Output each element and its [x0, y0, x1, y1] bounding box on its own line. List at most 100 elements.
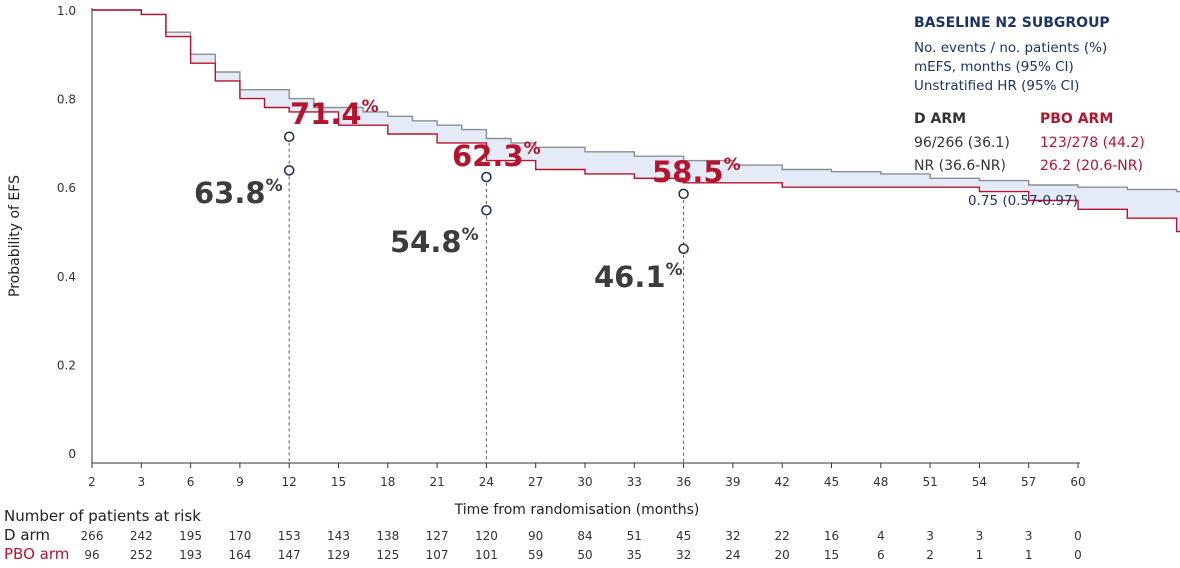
- risk-cell: 3: [1025, 529, 1033, 543]
- landmark-value-label: 46.1%: [594, 260, 683, 294]
- pbo-arm-curve: [92, 9, 1180, 233]
- percent-sign: %: [462, 225, 479, 245]
- risk-cell: 242: [130, 529, 153, 543]
- d-arm-curve: [92, 9, 1180, 193]
- risk-cell: 15: [824, 548, 839, 562]
- risk-cell: 138: [376, 529, 399, 543]
- landmark-annotations: 71.4% 63.8% 62.3% 54.8% 58.5% 46.1%: [194, 97, 741, 463]
- risk-cell: 170: [228, 529, 251, 543]
- landmark-value-label: 58.5%: [652, 155, 741, 189]
- x-tick-label: 36: [676, 475, 691, 489]
- hazard-ratio: 0.75 (0.57-0.97): [968, 193, 1078, 209]
- risk-cell: 195: [179, 529, 202, 543]
- y-tick-label: 0.2: [57, 358, 76, 372]
- x-tick-label: 48: [873, 475, 888, 489]
- percent-sign: %: [666, 260, 683, 280]
- risk-cell: 164: [228, 548, 251, 562]
- landmark-marker: [481, 204, 492, 216]
- risk-cell: 50: [577, 548, 592, 562]
- risk-cell: 22: [775, 529, 790, 543]
- risk-cell: 1: [1025, 548, 1033, 562]
- risk-cell: 1: [976, 548, 984, 562]
- risk-table-header: Number of patients at risk: [4, 507, 201, 525]
- x-tick-label: 57: [1021, 475, 1036, 489]
- x-tick-label: 33: [627, 475, 642, 489]
- x-tick-label: 42: [775, 475, 790, 489]
- landmark-marker: [481, 171, 492, 183]
- landmark-value-label: 71.4%: [290, 97, 379, 131]
- risk-cell: 143: [327, 529, 350, 543]
- risk-cell: 147: [278, 548, 301, 562]
- risk-cell: 120: [475, 529, 498, 543]
- risk-cell: 0: [1074, 529, 1082, 543]
- risk-cell: 45: [676, 529, 691, 543]
- risk-cell: 3: [926, 529, 934, 543]
- legend-line-2: mEFS, months (95% CI): [914, 59, 1074, 75]
- x-tick-label: 15: [331, 475, 346, 489]
- risk-cell: 153: [278, 529, 301, 543]
- pbo-arm-events: 123/278 (44.2): [1040, 135, 1145, 151]
- risk-row-label: PBO arm: [4, 545, 69, 563]
- d-arm-header: D ARM: [914, 111, 966, 127]
- x-tick-label: 18: [380, 475, 395, 489]
- x-tick-label: 39: [725, 475, 740, 489]
- risk-cell: 51: [627, 529, 642, 543]
- risk-cell: 59: [528, 548, 543, 562]
- risk-cell: 0: [1074, 548, 1082, 562]
- x-tick-label: 30: [577, 475, 592, 489]
- risk-cell: 4: [877, 529, 885, 543]
- landmark-marker: [678, 188, 689, 200]
- risk-cell: 129: [327, 548, 350, 562]
- risk-cell: 193: [179, 548, 202, 562]
- x-tick-label: 60: [1070, 475, 1085, 489]
- risk-cell: 6: [877, 548, 885, 562]
- landmark-value-label: 62.3%: [452, 139, 541, 173]
- percent-sign: %: [724, 155, 741, 175]
- risk-cell: 266: [81, 529, 104, 543]
- risk-cell: 2: [926, 548, 934, 562]
- x-tick-label: 27: [528, 475, 543, 489]
- legend-title: BASELINE N2 SUBGROUP: [914, 15, 1110, 31]
- x-axis-title: Time from randomisation (months): [454, 502, 700, 518]
- y-ticks: 0 0.2 0.4 0.6 0.8 1.0: [57, 4, 76, 461]
- d-arm-mefs: NR (36.6-NR): [914, 158, 1006, 174]
- risk-cell: 32: [676, 548, 691, 562]
- risk-table: D arm 266 242 195 170 153 143 138 127 120 90 84 51 45…: [4, 526, 1082, 563]
- percent-sign: %: [362, 97, 379, 117]
- landmark-marker: [283, 165, 295, 176]
- landmark-value-label: 54.8%: [390, 225, 479, 259]
- risk-cell: 20: [775, 548, 790, 562]
- legend-line-3: Unstratified HR (95% CI): [914, 78, 1079, 94]
- risk-cell: 32: [725, 529, 740, 543]
- risk-cell: 107: [426, 548, 449, 562]
- d-arm-events: 96/266 (36.1): [914, 135, 1010, 151]
- x-ticks: 2 3 6 9 12 15 18 21 24 27 30 33 36 39 42 45 48 51 54 57 60: [88, 463, 1086, 489]
- landmark-marker: [283, 131, 295, 142]
- x-tick-label: 6: [187, 475, 195, 489]
- x-tick-label: 21: [429, 475, 444, 489]
- x-tick-label: 9: [236, 475, 244, 489]
- risk-cell: 3: [976, 529, 984, 543]
- y-tick-label: 1.0: [57, 4, 76, 18]
- risk-cell: 96: [84, 548, 99, 562]
- pbo-arm-header: PBO ARM: [1040, 111, 1113, 127]
- risk-cell: 125: [376, 548, 399, 562]
- risk-cell: 127: [426, 529, 449, 543]
- risk-cell: 101: [475, 548, 498, 562]
- x-tick-label: 3: [137, 475, 145, 489]
- x-tick-label: 51: [922, 475, 937, 489]
- difference-band: [92, 10, 1180, 232]
- y-tick-label: 0.8: [57, 93, 76, 107]
- risk-cell: 35: [627, 548, 642, 562]
- x-tick-label: 54: [972, 475, 987, 489]
- landmark-value-label: 63.8%: [194, 176, 283, 210]
- y-tick-label: 0: [68, 447, 76, 461]
- percent-sign: %: [266, 176, 283, 196]
- x-tick-label: 12: [282, 475, 297, 489]
- legend-line-1: No. events / no. patients (%): [914, 40, 1107, 56]
- y-tick-label: 0.6: [57, 181, 76, 195]
- risk-cell: 252: [130, 548, 153, 562]
- risk-cell: 84: [577, 529, 592, 543]
- y-tick-label: 0.4: [57, 270, 76, 284]
